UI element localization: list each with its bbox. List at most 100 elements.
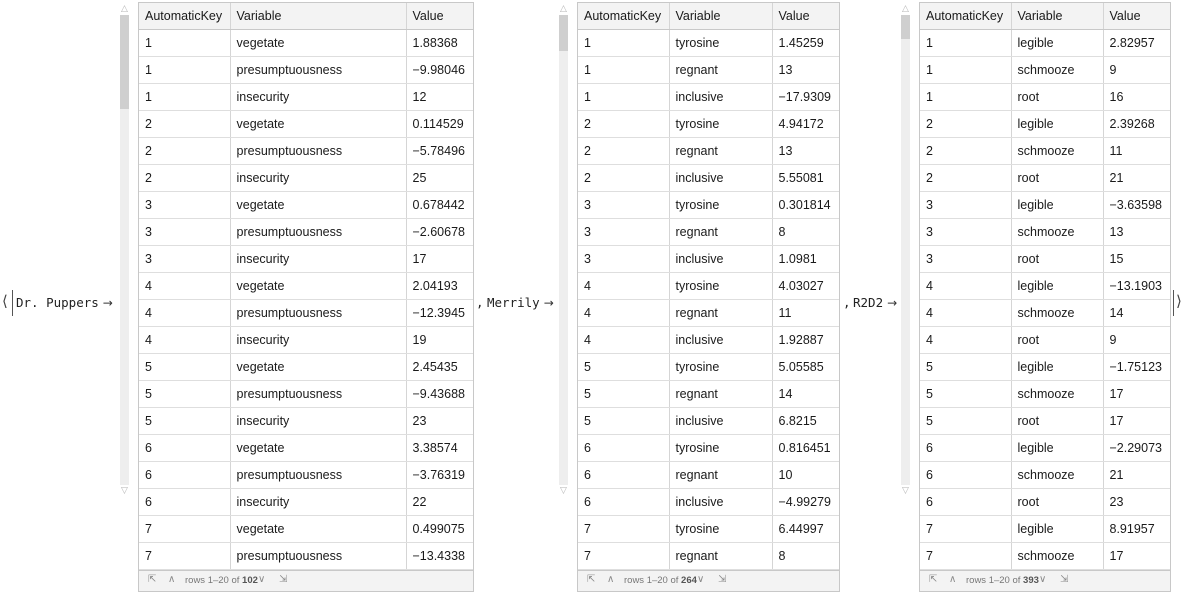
table-cell: 3 — [920, 245, 1012, 273]
table-cell: 3 — [578, 245, 670, 273]
column-header[interactable]: AutomaticKey — [139, 3, 231, 30]
separator-comma: , — [843, 295, 851, 310]
next-page-icon[interactable]: ∨ — [697, 574, 705, 585]
next-page-icon[interactable]: ∨ — [258, 574, 266, 585]
table-cell: schmooze — [1011, 56, 1104, 84]
prev-page-icon[interactable]: ∧ — [949, 574, 957, 585]
last-page-icon[interactable]: ⇲ — [1060, 574, 1069, 585]
chevron-down-icon[interactable]: ▽ — [560, 486, 567, 496]
table-cell: 5 — [139, 380, 231, 408]
scroll-track[interactable] — [120, 15, 129, 485]
prev-page-icon[interactable]: ∧ — [607, 574, 615, 585]
column-header[interactable]: Value — [406, 3, 473, 30]
table-row: 1 schmooze 9 — [920, 56, 1170, 84]
table-row: 2 legible 2.39268 — [920, 110, 1170, 138]
scroll-track[interactable] — [559, 15, 568, 485]
table-cell: regnant — [669, 56, 773, 84]
table-cell: vegetate — [230, 191, 407, 219]
table-row: 2 vegetate 0.114529 — [139, 110, 473, 138]
table-cell: 3 — [139, 218, 231, 246]
table-cell: 5 — [920, 380, 1012, 408]
table-cell: presumptuousness — [230, 380, 407, 408]
table-cell: 4 — [139, 299, 231, 327]
scroll-track[interactable] — [901, 15, 910, 485]
column-header[interactable]: Variable — [230, 3, 407, 30]
column-header[interactable]: Value — [1103, 3, 1170, 30]
table-cell: inclusive — [669, 407, 773, 435]
chevron-down-icon[interactable]: ▽ — [121, 486, 128, 496]
table-row: 6 tyrosine 0.816451 — [578, 434, 839, 462]
table-cell: −3.76319 — [406, 461, 473, 489]
table-row: 2 root 21 — [920, 164, 1170, 192]
first-page-icon[interactable]: ⇱ — [587, 574, 596, 585]
rule-arrow-icon: → — [887, 296, 898, 310]
column-header[interactable]: AutomaticKey — [920, 3, 1012, 30]
chevron-up-icon[interactable]: △ — [902, 4, 909, 14]
header-row: AutomaticKey Variable Value — [578, 3, 839, 30]
table-cell: 7 — [139, 542, 231, 570]
key-label: Merrily — [487, 295, 540, 310]
table-cell: insecurity — [230, 164, 407, 192]
vertical-scrollbar[interactable]: △ ▽ — [559, 4, 568, 496]
table-cell: −13.4338 — [406, 542, 473, 570]
chevron-up-icon[interactable]: △ — [121, 4, 128, 14]
table-cell: tyrosine — [669, 272, 773, 300]
dataset-table-r2d2: AutomaticKey Variable Value 1 legible 2.8295… — [919, 2, 1171, 592]
table-cell: presumptuousness — [230, 461, 407, 489]
table-cell: 7 — [920, 542, 1012, 570]
table-cell: root — [1011, 488, 1104, 516]
scroll-thumb[interactable] — [559, 15, 568, 51]
table-row: 3 root 15 — [920, 245, 1170, 273]
table-cell: inclusive — [669, 488, 773, 516]
table-cell: regnant — [669, 380, 773, 408]
column-header[interactable]: Variable — [669, 3, 773, 30]
table-cell: presumptuousness — [230, 542, 407, 570]
dataset-table-dr-puppers: AutomaticKey Variable Value 1 vegetate 1.883… — [138, 2, 474, 592]
table-cell: tyrosine — [669, 515, 773, 543]
table-cell: tyrosine — [669, 434, 773, 462]
prev-page-icon[interactable]: ∧ — [168, 574, 176, 585]
table-cell: 3 — [139, 245, 231, 273]
table-row: 4 vegetate 2.04193 — [139, 272, 473, 300]
table-cell: schmooze — [1011, 380, 1104, 408]
vertical-scrollbar[interactable]: △ ▽ — [120, 4, 129, 496]
table-cell: 6 — [920, 461, 1012, 489]
key-dr-puppers: Dr. Puppers → — [16, 295, 113, 310]
table-cell: 19 — [406, 326, 473, 354]
last-page-icon[interactable]: ⇲ — [279, 574, 288, 585]
next-page-icon[interactable]: ∨ — [1039, 574, 1047, 585]
table-cell: 5 — [920, 353, 1012, 381]
table-cell: regnant — [669, 218, 773, 246]
table-row: 7 legible 8.91957 — [920, 515, 1170, 543]
key-label: Dr. Puppers — [16, 295, 99, 310]
table-cell: 11 — [772, 299, 839, 327]
table-cell: 5 — [578, 353, 670, 381]
column-header[interactable]: AutomaticKey — [578, 3, 670, 30]
association-close-bar — [1173, 290, 1174, 316]
column-header[interactable]: Value — [772, 3, 839, 30]
table-cell: 6 — [139, 488, 231, 516]
table-cell: schmooze — [1011, 218, 1104, 246]
rows-total: 264 — [681, 575, 697, 586]
table-cell: 2 — [920, 164, 1012, 192]
first-page-icon[interactable]: ⇱ — [148, 574, 157, 585]
table-cell: 7 — [578, 515, 670, 543]
last-page-icon[interactable]: ⇲ — [718, 574, 727, 585]
first-page-icon[interactable]: ⇱ — [929, 574, 938, 585]
table-cell: inclusive — [669, 245, 773, 273]
table-cell: 3 — [139, 191, 231, 219]
vertical-scrollbar[interactable]: △ ▽ — [901, 4, 910, 496]
header-row: AutomaticKey Variable Value — [139, 3, 473, 30]
table-cell: regnant — [669, 137, 773, 165]
scroll-thumb[interactable] — [901, 15, 910, 39]
table-cell: inclusive — [669, 164, 773, 192]
rule-arrow-icon: → — [543, 296, 554, 310]
table-row: 2 tyrosine 4.94172 — [578, 110, 839, 138]
table-footer: ⇱ ∧ rows 1–20 of 264 ∨ ⇲ — [578, 570, 839, 591]
chevron-up-icon[interactable]: △ — [560, 4, 567, 14]
scroll-thumb[interactable] — [120, 15, 129, 109]
column-header[interactable]: Variable — [1011, 3, 1104, 30]
table-cell: 12 — [406, 83, 473, 111]
chevron-down-icon[interactable]: ▽ — [902, 486, 909, 496]
table-cell: −9.98046 — [406, 56, 473, 84]
